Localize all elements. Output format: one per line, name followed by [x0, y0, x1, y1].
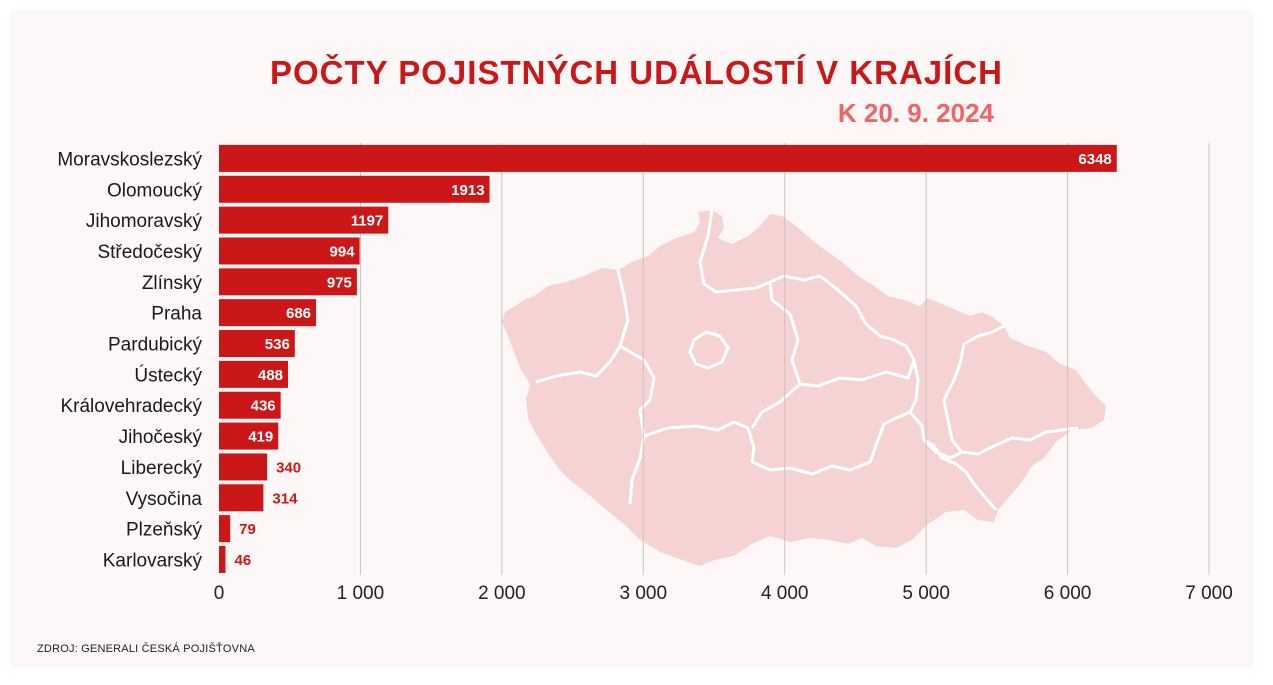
value-label: 488 [258, 367, 283, 384]
chart-title: POČTY POJISTNÝCH UDÁLOSTÍ V KRAJÍCH [270, 54, 1003, 91]
category-label: Liberecký [121, 458, 203, 479]
category-label: Jihomoravský [86, 211, 203, 232]
category-label: Ústecký [134, 364, 202, 386]
value-label: 79 [239, 521, 256, 538]
value-label: 314 [272, 490, 298, 507]
value-label: 1913 [451, 182, 484, 199]
bar [219, 237, 360, 265]
bar [219, 422, 279, 450]
value-label: 6348 [1078, 151, 1111, 168]
bar [219, 453, 268, 481]
x-tick-label: 1 000 [337, 583, 385, 604]
bar [219, 144, 1117, 172]
x-tick-label: 0 [214, 583, 225, 604]
source-note: ZDROJ: GENERALI ČESKÁ POJIŠŤOVNA [37, 643, 255, 655]
value-label: 436 [251, 398, 276, 415]
value-label: 419 [248, 429, 273, 446]
bar [219, 515, 231, 543]
category-label: Královehradecký [60, 396, 202, 417]
x-tick-label: 7 000 [1185, 583, 1233, 604]
category-label: Olomoucký [107, 180, 203, 201]
bar [219, 330, 295, 358]
x-tick-label: 4 000 [761, 583, 809, 604]
chart-subtitle: K 20. 9. 2024 [837, 98, 994, 128]
bar [219, 545, 226, 573]
bar [219, 484, 264, 512]
value-label: 340 [276, 459, 301, 476]
category-labels: Moravskoslezský Olomoucký Jihomoravský Stře… [57, 149, 202, 571]
category-label: Zlínský [142, 273, 203, 294]
x-tick-labels: 0 1 000 2 000 3 000 4 000 5 000 6 000 7 000 [214, 583, 1233, 604]
category-label: Vysočina [126, 489, 203, 510]
value-label: 1197 [351, 213, 384, 230]
category-label: Moravskoslezský [57, 149, 202, 170]
x-gridlines [359, 143, 1210, 575]
bar [219, 360, 289, 388]
bar [219, 268, 357, 296]
bar [219, 299, 317, 327]
x-tick-label: 5 000 [902, 583, 950, 604]
category-label: Plzeňský [126, 520, 203, 541]
value-label: 686 [286, 305, 311, 322]
category-label: Pardubický [108, 335, 202, 356]
value-label: 46 [235, 552, 252, 569]
czech-regions-map-icon [502, 209, 1106, 566]
category-label: Středočeský [97, 242, 202, 263]
x-tick-label: 6 000 [1044, 583, 1092, 604]
x-tick-label: 2 000 [478, 583, 526, 604]
category-label: Jihočeský [119, 427, 203, 448]
bar [219, 206, 389, 234]
value-label: 994 [330, 243, 356, 260]
bar [219, 175, 490, 203]
value-label: 536 [265, 336, 290, 353]
bar [219, 391, 281, 419]
category-label: Karlovarský [103, 550, 203, 571]
category-label: Praha [151, 304, 202, 325]
value-label: 975 [327, 274, 352, 291]
x-tick-label: 3 000 [620, 583, 668, 604]
